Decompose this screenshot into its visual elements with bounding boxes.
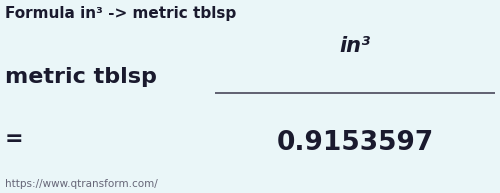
Text: in³: in³ <box>340 36 370 56</box>
Text: =: = <box>5 129 24 149</box>
Text: metric tblsp: metric tblsp <box>5 67 157 87</box>
Text: https://www.qtransform.com/: https://www.qtransform.com/ <box>5 179 158 189</box>
Text: 0.9153597: 0.9153597 <box>276 130 434 156</box>
Text: Formula in³ -> metric tblsp: Formula in³ -> metric tblsp <box>5 6 236 21</box>
